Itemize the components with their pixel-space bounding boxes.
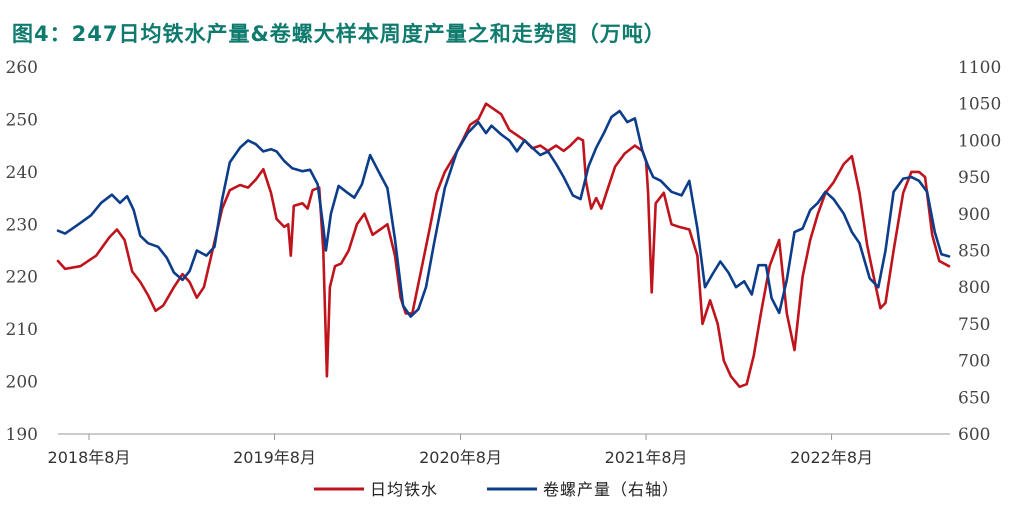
legend-label: 卷螺产量（右轴） bbox=[543, 480, 679, 499]
y-left-tick-label: 230 bbox=[6, 215, 38, 235]
y-left-tick-label: 210 bbox=[6, 320, 38, 340]
y-left-tick-label: 190 bbox=[6, 425, 38, 445]
chart-axes: 190 200 210 220 230 240 250 260 600 650 700 750 800 8… bbox=[6, 58, 1002, 467]
y-right-tick-label: 600 bbox=[958, 425, 990, 445]
y-right-tick-label: 1050 bbox=[958, 95, 1001, 115]
x-tick-label: 2021年8月 bbox=[605, 448, 688, 467]
y-right-tick-label: 800 bbox=[958, 278, 990, 298]
y-left-tick-label: 220 bbox=[6, 268, 38, 288]
x-tick-label: 2019年8月 bbox=[233, 448, 316, 467]
y-right-tick-label: 950 bbox=[958, 168, 990, 188]
y-left-tick-label: 200 bbox=[6, 373, 38, 393]
series-line-steel bbox=[56, 109, 951, 318]
y-right-tick-label: 1100 bbox=[958, 58, 1001, 78]
y-left-tick-label: 260 bbox=[6, 58, 38, 78]
chart-title: 图4：247日均铁水产量&卷螺大样本周度产量之和走势图（万吨） bbox=[12, 22, 666, 46]
y-left-tick-label: 240 bbox=[6, 163, 38, 183]
y-left-tick-label: 250 bbox=[6, 110, 38, 130]
x-tick-label: 2018年8月 bbox=[48, 448, 131, 467]
chart-series bbox=[56, 102, 951, 389]
y-right-tick-label: 750 bbox=[958, 315, 990, 335]
y-right-tick-label: 700 bbox=[958, 352, 990, 372]
x-tick-label: 2020年8月 bbox=[419, 448, 502, 467]
y-right-tick-label: 1000 bbox=[958, 131, 1001, 151]
chart-legend: 日均铁水 卷螺产量（右轴） bbox=[314, 480, 679, 499]
y-right-tick-label: 900 bbox=[958, 205, 990, 225]
legend-label: 日均铁水 bbox=[370, 480, 438, 499]
y-right-tick-label: 650 bbox=[958, 388, 990, 408]
y-right-tick-label: 850 bbox=[958, 242, 990, 262]
x-tick-label: 2022年8月 bbox=[790, 448, 873, 467]
series-line-iron bbox=[56, 102, 951, 389]
